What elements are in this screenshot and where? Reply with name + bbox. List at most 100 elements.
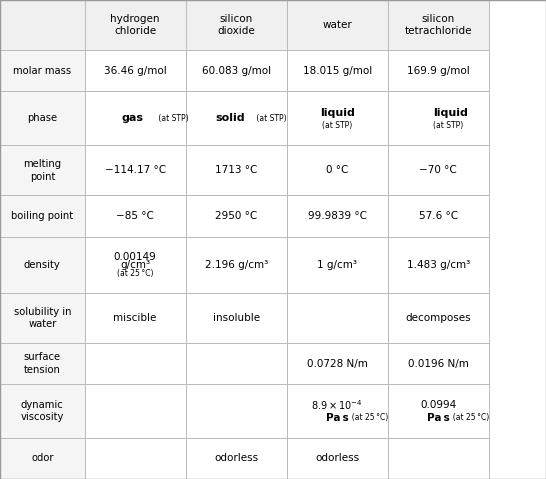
Text: liquid: liquid	[432, 108, 467, 117]
Bar	[0, 384, 85, 438]
Text: hydrogen
chloride: hydrogen chloride	[110, 14, 160, 36]
Bar	[287, 293, 388, 343]
Text: 1713 °C: 1713 °C	[215, 165, 257, 175]
Text: molar mass: molar mass	[13, 66, 72, 76]
Bar	[287, 438, 388, 479]
Text: 36.46 g/mol: 36.46 g/mol	[104, 66, 167, 76]
Bar	[287, 195, 388, 237]
Bar	[388, 237, 489, 293]
Bar	[0, 0, 85, 50]
Bar	[388, 195, 489, 237]
Text: insoluble: insoluble	[212, 313, 260, 323]
Bar	[0, 50, 85, 91]
Text: Pa s: Pa s	[427, 413, 450, 422]
Text: −85 °C: −85 °C	[116, 211, 154, 221]
Bar	[0, 237, 85, 293]
Text: odor: odor	[31, 454, 54, 463]
Text: 1 g/cm³: 1 g/cm³	[317, 260, 357, 270]
Bar	[186, 438, 287, 479]
Bar	[85, 50, 186, 91]
Bar	[85, 91, 186, 145]
Bar	[287, 384, 388, 438]
Bar	[388, 343, 489, 384]
Bar	[388, 293, 489, 343]
Text: 0.0994: 0.0994	[420, 400, 456, 410]
Bar	[287, 50, 388, 91]
Text: 169.9 g/mol: 169.9 g/mol	[407, 66, 470, 76]
Text: (at STP): (at STP)	[322, 122, 352, 130]
Text: 2950 °C: 2950 °C	[215, 211, 257, 221]
Text: 18.015 g/mol: 18.015 g/mol	[302, 66, 372, 76]
Bar	[388, 438, 489, 479]
Text: −114.17 °C: −114.17 °C	[105, 165, 165, 175]
Bar	[388, 384, 489, 438]
Text: g/cm³: g/cm³	[120, 260, 150, 270]
Text: 0.00149: 0.00149	[114, 252, 157, 262]
Text: 57.6 °C: 57.6 °C	[419, 211, 458, 221]
Bar	[85, 343, 186, 384]
Bar	[85, 237, 186, 293]
Bar	[186, 0, 287, 50]
Bar	[85, 0, 186, 50]
Text: silicon
tetrachloride: silicon tetrachloride	[405, 14, 472, 36]
Text: phase: phase	[27, 114, 57, 123]
Text: surface
tension: surface tension	[24, 353, 61, 375]
Text: (at STP): (at STP)	[432, 122, 463, 130]
Text: solid: solid	[216, 114, 246, 123]
Text: (at STP): (at STP)	[156, 114, 188, 123]
Bar	[186, 237, 287, 293]
Bar	[287, 91, 388, 145]
Text: $8.9\times10^{-4}$: $8.9\times10^{-4}$	[311, 399, 363, 412]
Text: 1.483 g/cm³: 1.483 g/cm³	[407, 260, 470, 270]
Text: 0.0196 N/m: 0.0196 N/m	[408, 359, 468, 368]
Text: (at 25 °C): (at 25 °C)	[117, 269, 153, 278]
Text: odorless: odorless	[315, 454, 359, 463]
Text: 2.196 g/cm³: 2.196 g/cm³	[205, 260, 268, 270]
Text: boiling point: boiling point	[11, 211, 73, 221]
Bar	[186, 195, 287, 237]
Bar	[0, 195, 85, 237]
Text: gas: gas	[121, 114, 144, 123]
Text: density: density	[24, 260, 61, 270]
Bar	[0, 438, 85, 479]
Text: 99.9839 °C: 99.9839 °C	[307, 211, 367, 221]
Text: (at STP): (at STP)	[254, 114, 287, 123]
Bar	[186, 384, 287, 438]
Text: 60.083 g/mol: 60.083 g/mol	[201, 66, 271, 76]
Text: melting
point: melting point	[23, 159, 61, 182]
Text: −70 °C: −70 °C	[419, 165, 457, 175]
Bar	[186, 293, 287, 343]
Bar	[388, 145, 489, 195]
Bar	[388, 91, 489, 145]
Text: odorless: odorless	[214, 454, 258, 463]
Text: liquid: liquid	[320, 108, 354, 117]
Bar	[85, 384, 186, 438]
Bar	[186, 91, 287, 145]
Bar	[85, 145, 186, 195]
Bar	[287, 237, 388, 293]
Text: dynamic
viscosity: dynamic viscosity	[21, 400, 64, 422]
Bar	[287, 0, 388, 50]
Text: solubility in
water: solubility in water	[14, 307, 71, 329]
Bar	[0, 293, 85, 343]
Text: Pa s: Pa s	[326, 413, 349, 422]
Text: miscible: miscible	[114, 313, 157, 323]
Bar	[186, 343, 287, 384]
Bar	[0, 145, 85, 195]
Text: silicon
dioxide: silicon dioxide	[217, 14, 255, 36]
Bar	[85, 195, 186, 237]
Text: 0 °C: 0 °C	[326, 165, 348, 175]
Text: decomposes: decomposes	[405, 313, 471, 323]
Bar	[85, 293, 186, 343]
Bar	[186, 50, 287, 91]
Bar	[0, 343, 85, 384]
Bar	[85, 438, 186, 479]
Bar	[287, 343, 388, 384]
Bar	[388, 0, 489, 50]
Bar	[287, 145, 388, 195]
Text: (at 25 °C): (at 25 °C)	[448, 413, 489, 422]
Bar	[388, 50, 489, 91]
Text: water: water	[322, 20, 352, 30]
Text: (at 25 °C): (at 25 °C)	[347, 413, 388, 422]
Bar	[0, 91, 85, 145]
